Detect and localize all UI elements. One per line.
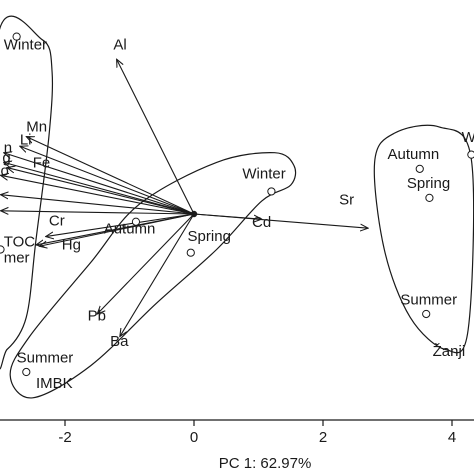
x-axis-title: PC 1: 62.97% <box>219 455 312 472</box>
loading-arrow-cr <box>46 213 195 237</box>
loading-arrow-mn <box>26 137 195 215</box>
loading-arrow-sr <box>193 213 368 228</box>
loading-arrow-g <box>4 162 195 215</box>
x-tick-label: -2 <box>58 429 71 446</box>
loading-arrow-ba <box>120 213 195 337</box>
score-point <box>467 150 474 159</box>
loading-label-fe: Fe <box>33 155 51 172</box>
score-point <box>267 187 276 196</box>
site-label: Žanji <box>433 343 466 360</box>
site-label: mer <box>4 249 30 266</box>
x-axis-ticks: -2 0 2 4 <box>58 420 456 446</box>
loading-arrow-pb <box>97 213 195 314</box>
loading-arrow-hg <box>39 213 195 246</box>
group-hull-right-cluster <box>373 124 474 354</box>
score-point <box>186 248 195 257</box>
loading-arrow-o <box>1 175 195 215</box>
loading-arrow-al <box>117 59 195 215</box>
score-label-autumn: Autumn <box>388 146 440 163</box>
loading-label-toc: TOC <box>4 233 36 250</box>
score-label-spring: Spring <box>407 175 450 192</box>
score-point <box>131 217 141 226</box>
loading-arrow-fe <box>7 168 195 215</box>
score-label-summer: Summer <box>17 349 74 366</box>
loading-label-n: n <box>4 140 12 157</box>
score-point <box>22 367 31 377</box>
loading-label-hg: Hg <box>62 236 81 253</box>
score-label-summer: Summer <box>400 291 457 308</box>
loading-label-mn: Mn <box>26 118 47 135</box>
site-label: IMBK <box>36 375 73 392</box>
score-point <box>425 193 434 202</box>
origin-marker <box>190 210 198 218</box>
loading-arrow-n <box>4 153 195 215</box>
loading-arrow-unlabeled-8 <box>1 211 195 214</box>
loading-label-al: Al <box>113 37 126 54</box>
group-hull-center-cluster <box>9 152 297 399</box>
loading-label-li: Li <box>20 131 32 148</box>
loading-label-o: o <box>1 162 9 179</box>
loading-arrow-unlabeled-7 <box>1 195 195 215</box>
x-tick-label: 4 <box>448 429 456 446</box>
group-hull-left-cluster <box>0 15 54 370</box>
score-label-autumn: Autumn <box>104 220 156 237</box>
loading-label-pb: Pb <box>88 307 106 324</box>
score-label-winter: Winter <box>4 37 47 54</box>
score-point <box>12 32 21 41</box>
loading-arrow-li <box>20 146 195 215</box>
score-point <box>415 164 424 173</box>
loading-label-ba: Ba <box>110 333 129 350</box>
score-point <box>422 309 431 319</box>
x-tick-label: 0 <box>190 429 198 446</box>
loading-label-sr: Sr <box>339 191 354 208</box>
loading-label-g: g <box>2 149 10 166</box>
score-point <box>0 245 5 254</box>
x-tick-label: 2 <box>319 429 327 446</box>
loading-label-cd: Cd <box>252 214 271 231</box>
score-label-winter: Winter <box>462 129 474 146</box>
loading-label-cr: Cr <box>49 213 65 230</box>
score-label-spring: Spring <box>188 228 231 245</box>
score-label-winter: Winter <box>242 166 285 183</box>
